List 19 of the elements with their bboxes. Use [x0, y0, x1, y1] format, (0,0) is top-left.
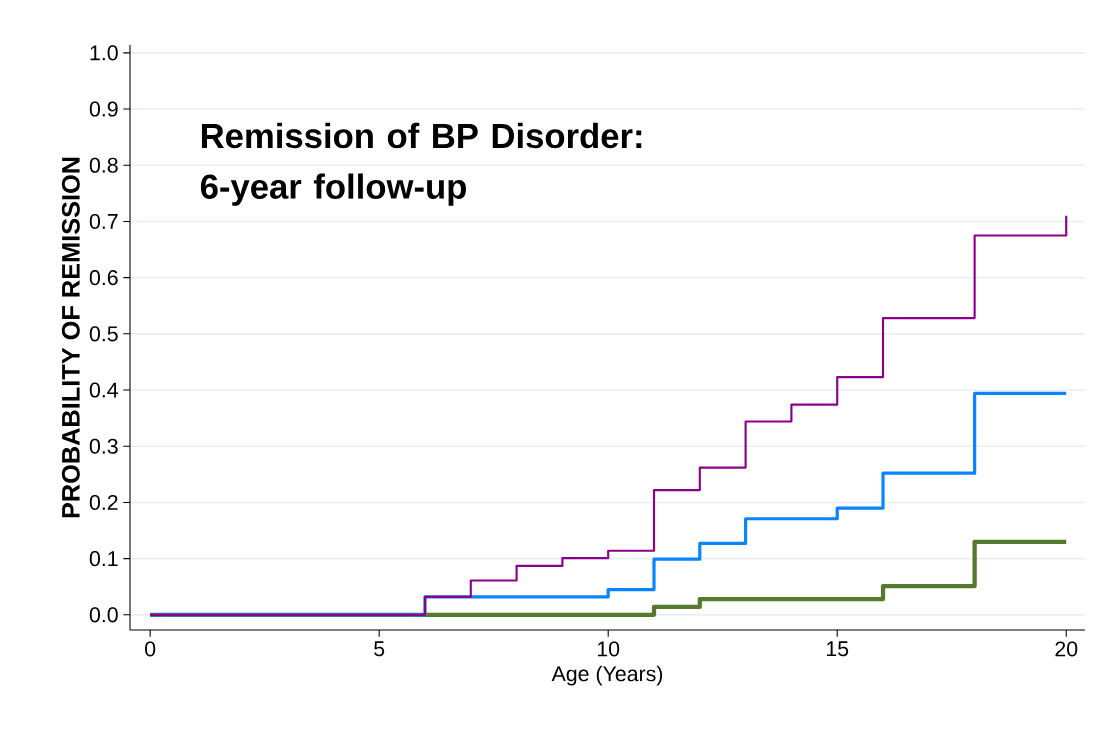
y-tick-label: 0.8: [89, 157, 118, 173]
y-tick-label: 0.7: [89, 213, 118, 229]
text: Remission of BP Disorder: 6-year follow-up: [200, 122, 642, 206]
y-tick-label: 0.6: [89, 270, 118, 286]
y-tick-label: 0.0: [89, 607, 118, 623]
y-axis-title: PROBABILITY OF REMISSION: [61, 157, 80, 518]
x-tick-label: 10: [597, 641, 620, 657]
y-tick-label: 0.9: [89, 101, 118, 117]
x-tick-label: 0: [145, 641, 156, 657]
x-axis-title: Age (Years): [551, 665, 663, 686]
y-tick-label: 0.4: [89, 382, 118, 398]
y-tick-label: 0.3: [89, 438, 118, 454]
y-tick-label: 0.1: [89, 551, 118, 567]
y-tick-label: 0.5: [89, 326, 118, 342]
y-tick-label: 0.2: [89, 494, 118, 510]
x-tick-label: 20: [1055, 641, 1078, 657]
x-tick-label: 5: [374, 641, 385, 657]
x-tick-label: 15: [826, 641, 849, 657]
y-tick-label: 1.0: [90, 45, 118, 61]
